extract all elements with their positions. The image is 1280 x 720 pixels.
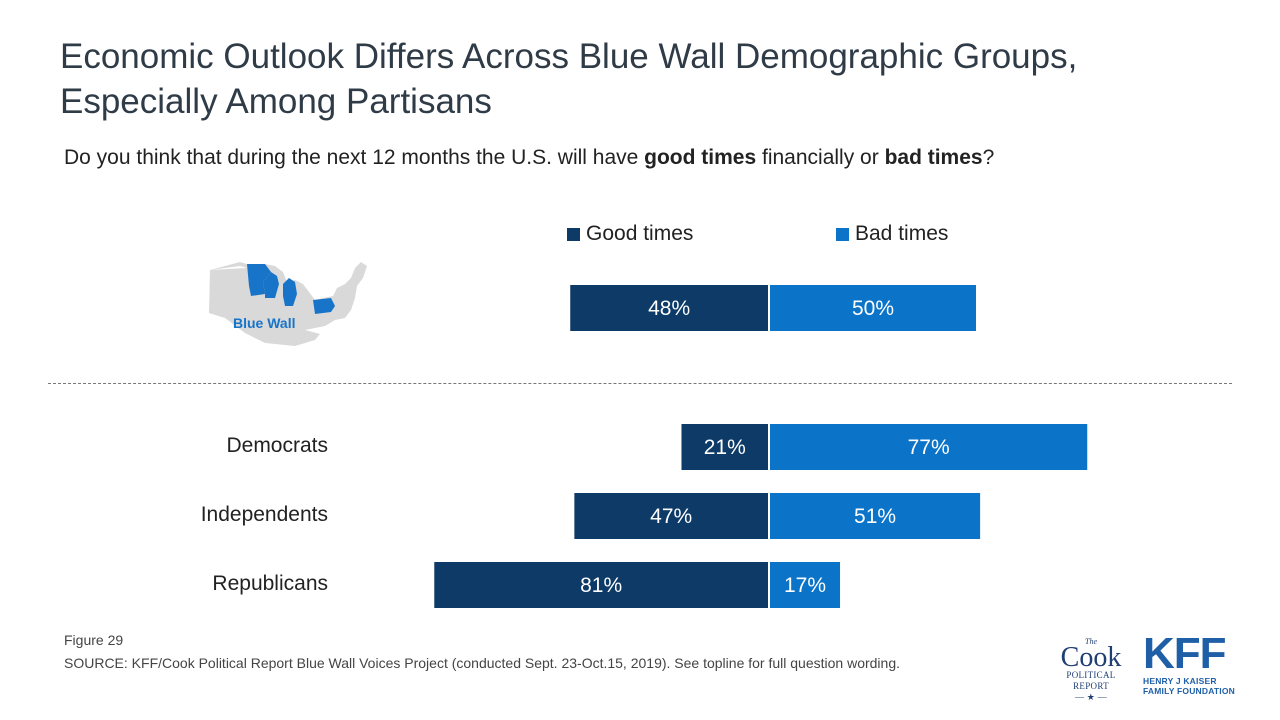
title-line-2: Especially Among Partisans bbox=[60, 82, 492, 121]
title-line-1: Economic Outlook Differs Across Blue Wal… bbox=[60, 37, 1078, 76]
bar-good-independents bbox=[574, 493, 768, 539]
us-midwest-map-icon: Blue Wall bbox=[209, 262, 367, 346]
legend-label-good: Good times bbox=[586, 222, 694, 245]
category-label-republicans: Republicans bbox=[212, 572, 328, 595]
source-note: SOURCE: KFF/Cook Political Report Blue W… bbox=[64, 655, 900, 671]
survey-question: Do you think that during the next 12 mon… bbox=[64, 146, 994, 170]
star-icon: — ★ — bbox=[1074, 692, 1108, 702]
question-post: ? bbox=[982, 146, 995, 169]
question-bad-times: bad times bbox=[884, 146, 983, 169]
label-good-independents: 47% bbox=[650, 505, 692, 528]
category-label-independents: Independents bbox=[200, 503, 328, 526]
label-good-blue-wall: 48% bbox=[648, 297, 690, 320]
kff-logo: KFF HENRY J KAISER FAMILY FOUNDATION bbox=[1143, 629, 1253, 697]
legend-swatch-good bbox=[567, 227, 580, 241]
label-good-democrats: 21% bbox=[704, 436, 746, 459]
cook-logo-the: The bbox=[1085, 637, 1097, 646]
label-bad-democrats: 77% bbox=[908, 436, 950, 459]
label-bad-blue-wall: 50% bbox=[852, 297, 894, 320]
section-divider bbox=[48, 383, 1232, 384]
legend-bad-times: Bad times bbox=[836, 222, 948, 246]
bar-bad-republicans bbox=[770, 562, 841, 608]
label-bad-independents: 51% bbox=[854, 505, 896, 528]
question-mid: financially or bbox=[756, 146, 885, 169]
bar-good-republicans bbox=[434, 562, 768, 608]
cook-logo-report: REPORT bbox=[1073, 681, 1109, 691]
cook-logo-political: POLITICAL bbox=[1066, 670, 1116, 680]
bar-good-blue-wall bbox=[570, 285, 768, 331]
label-good-republicans: 81% bbox=[580, 574, 622, 597]
map-label: Blue Wall bbox=[233, 315, 296, 331]
kff-logo-org-line-1: HENRY J KAISER bbox=[1143, 676, 1217, 686]
bar-bad-blue-wall bbox=[770, 285, 976, 331]
category-label-democrats: Democrats bbox=[226, 434, 328, 457]
cook-logo-name: Cook bbox=[1060, 642, 1122, 673]
question-good-times: good times bbox=[644, 146, 757, 169]
kff-logo-mark: KFF bbox=[1143, 629, 1227, 678]
cook-political-report-logo: The Cook POLITICAL REPORT — ★ — bbox=[1052, 638, 1130, 703]
page-title: Economic Outlook Differs Across Blue Wal… bbox=[60, 34, 1240, 124]
label-bad-republicans: 17% bbox=[784, 574, 826, 597]
legend-swatch-bad bbox=[836, 227, 849, 241]
bar-good-democrats bbox=[681, 424, 768, 470]
legend-label-bad: Bad times bbox=[855, 222, 949, 245]
blue-wall-map: Blue Wall bbox=[205, 258, 375, 348]
bar-bad-independents bbox=[770, 493, 981, 539]
figure-number: Figure 29 bbox=[64, 632, 124, 648]
kff-logo-org-line-2: FAMILY FOUNDATION bbox=[1143, 686, 1236, 696]
question-pre: Do you think that during the next 12 mon… bbox=[64, 146, 645, 169]
legend-good-times: Good times bbox=[567, 222, 693, 246]
bar-bad-democrats bbox=[770, 424, 1088, 470]
